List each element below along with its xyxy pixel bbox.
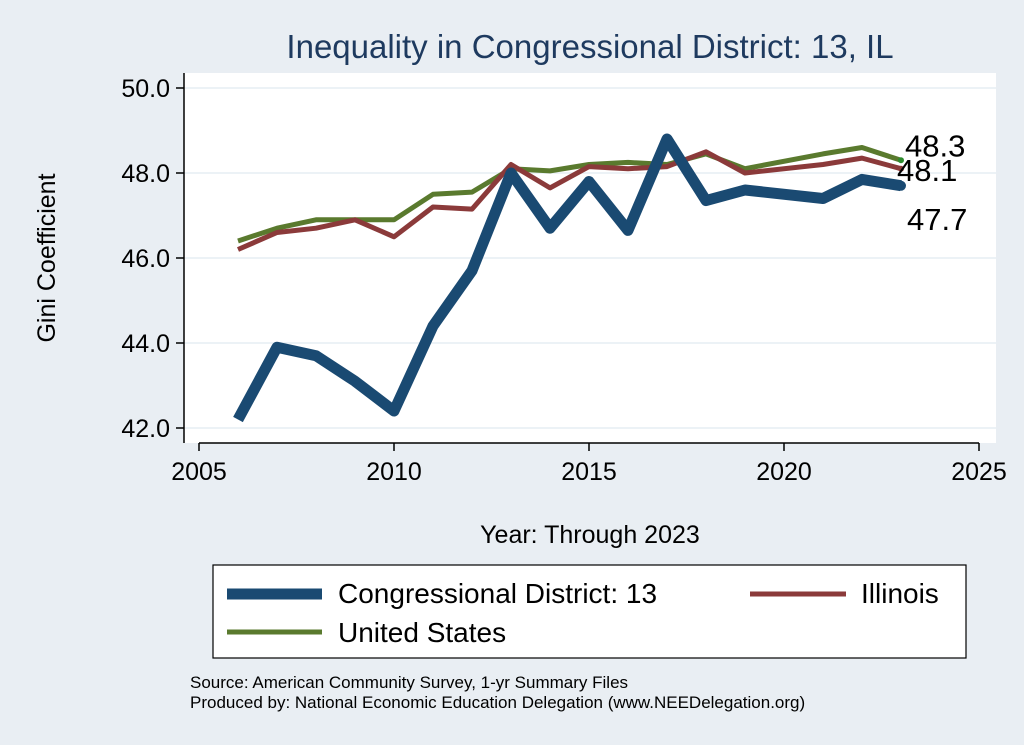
y-tick-label-1: 44.0 xyxy=(121,330,170,358)
y-axis-label: Gini Coefficient xyxy=(33,173,61,342)
end-labels: 47.7 48.148.3 xyxy=(897,128,967,237)
y-tick-label-4: 50.0 xyxy=(121,75,170,103)
series-line-illinois-end-marker xyxy=(898,165,904,172)
x-tick-label-3: 2020 xyxy=(756,458,812,486)
y-ticks: 42.0 44.0 46.0 48.0 50.0 xyxy=(121,75,184,443)
source-note: Source: American Community Survey, 1-yr … xyxy=(190,673,628,692)
legend: Congressional District: 13 Illinois Unit… xyxy=(212,564,967,659)
x-tick-label-1: 2010 xyxy=(366,458,422,486)
x-tick-label-4: 2025 xyxy=(951,458,1007,486)
series-line-united-states xyxy=(237,145,902,244)
end-label-illinois: 48.1 xyxy=(897,153,957,188)
legend-label-united-states: United States xyxy=(338,617,506,648)
produced-note: Produced by: National Economic Education… xyxy=(190,693,805,712)
x-ticks: 2005 2010 2015 2020 2025 xyxy=(171,443,1007,486)
end-label-cd13: 47.7 xyxy=(907,202,967,237)
legend-label-illinois: Illinois xyxy=(861,578,939,609)
series-line-illinois xyxy=(237,149,902,252)
x-tick-label-0: 2005 xyxy=(171,458,227,486)
y-tick-label-0: 42.0 xyxy=(121,415,170,443)
legend-label-cd13: Congressional District: 13 xyxy=(338,578,657,609)
y-tick-label-2: 46.0 xyxy=(121,245,170,273)
legend-box xyxy=(212,564,967,659)
series-lines xyxy=(233,133,906,423)
series-line-cd13-end-marker xyxy=(896,180,906,191)
series-line-united-states-end-marker xyxy=(898,157,904,164)
gridlines xyxy=(184,87,996,429)
chart-title: Inequality in Congressional District: 13… xyxy=(286,28,893,65)
x-tick-label-2: 2015 xyxy=(561,458,617,486)
x-axis-label: Year: Through 2023 xyxy=(480,521,700,549)
y-tick-label-3: 48.0 xyxy=(121,160,170,188)
end-label-united-states: 48.3 xyxy=(905,128,965,163)
series-line-cd13 xyxy=(233,133,902,423)
